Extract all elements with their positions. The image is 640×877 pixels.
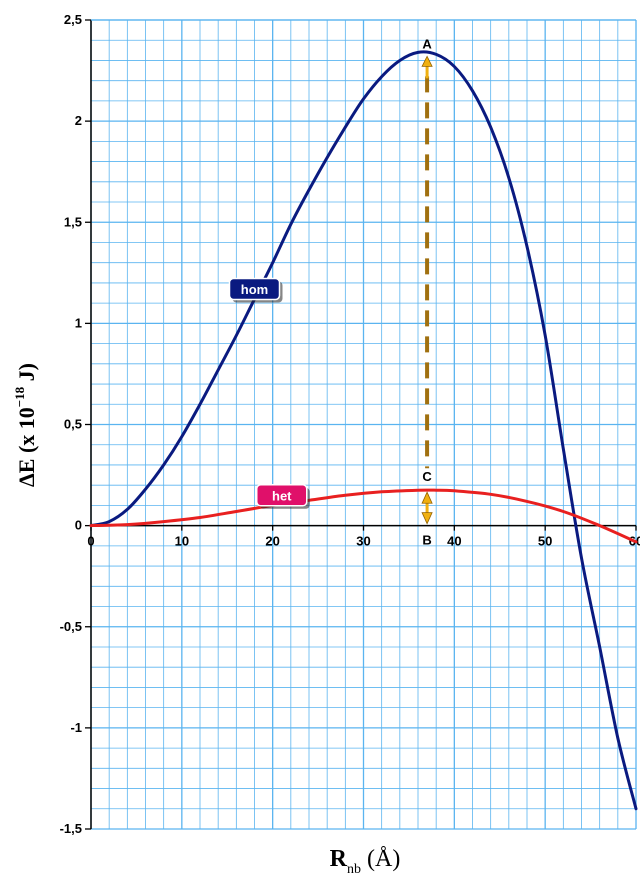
x-tick-label: 0 xyxy=(87,534,94,549)
x-tick-label: 40 xyxy=(447,534,461,549)
series-line-hom xyxy=(89,50,638,811)
y-axis-label-exponent: −18 xyxy=(12,386,27,407)
arrow-bc-head-up xyxy=(421,491,433,504)
y-tick-label: 1 xyxy=(75,315,82,330)
y-tick-label: 1,5 xyxy=(64,214,82,229)
arrow-bc-head-down xyxy=(421,512,433,525)
y-tick-label: -0,5 xyxy=(60,619,82,634)
y-tick-label: -1,5 xyxy=(60,821,82,836)
series-line-het xyxy=(89,488,638,544)
x-axis-ticks: 0 10 20 30 40 50 60 xyxy=(87,525,640,549)
series-tags: hom het xyxy=(228,277,310,509)
y-tick-label: 0 xyxy=(75,518,82,533)
tag-box-het xyxy=(256,484,308,507)
y-tick-label: 2 xyxy=(75,113,82,128)
x-tick-label: 10 xyxy=(175,534,189,549)
y-axis-label: ΔE (x 10−18 J) xyxy=(12,363,39,487)
y-tick-label: -1 xyxy=(70,720,82,735)
tag-label-hom: hom xyxy=(241,282,268,297)
y-tick-label: 0,5 xyxy=(64,417,82,432)
grid-lines xyxy=(90,19,637,830)
tag-label-het: het xyxy=(272,488,292,503)
point-label-b: B xyxy=(422,533,431,548)
x-axis-label: Rnb (Å) xyxy=(330,846,401,877)
point-label-c: C xyxy=(422,469,432,484)
x-tick-label: 50 xyxy=(538,534,552,549)
tag-box-hom xyxy=(228,277,281,301)
x-tick-label: 20 xyxy=(265,534,279,549)
point-label-a: A xyxy=(422,36,432,51)
y-axis-ticks: -1,5 -1 -0,5 0 0,5 1 1,5 2 2,5 xyxy=(60,12,91,836)
x-axis-label-subscript: nb xyxy=(347,862,361,877)
series-lines xyxy=(89,50,638,811)
y-tick-label: 2,5 xyxy=(64,12,82,27)
annotations: A C B xyxy=(421,36,433,548)
x-tick-label: 30 xyxy=(356,534,370,549)
arrow-a-head xyxy=(421,55,433,67)
